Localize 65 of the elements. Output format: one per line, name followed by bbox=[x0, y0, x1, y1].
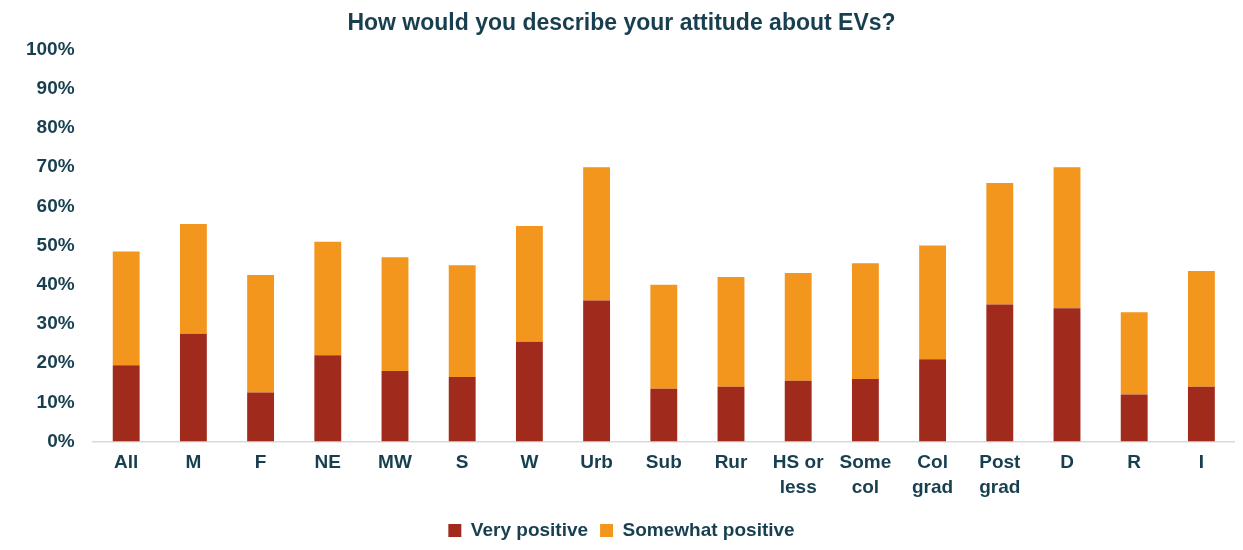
y-tick-label: 90% bbox=[36, 77, 75, 99]
bar bbox=[784, 273, 812, 381]
bar bbox=[1120, 394, 1148, 442]
bar bbox=[1187, 386, 1215, 442]
x-tick-label: F bbox=[254, 451, 267, 473]
bar bbox=[381, 257, 409, 372]
bar bbox=[381, 371, 409, 442]
bar bbox=[112, 365, 140, 442]
bar bbox=[247, 275, 275, 393]
y-tick-label: 60% bbox=[36, 194, 75, 216]
bar bbox=[717, 386, 745, 442]
bar bbox=[314, 241, 342, 356]
x-tick-label: Sub bbox=[645, 451, 682, 473]
legend-label: Somewhat positive bbox=[622, 518, 795, 540]
y-tick-label: 40% bbox=[36, 273, 75, 295]
y-tick-label: 10% bbox=[36, 390, 75, 412]
x-tick-label: All bbox=[114, 451, 139, 473]
x-tick-label: Some col bbox=[839, 451, 892, 497]
x-tick-label: Rur bbox=[714, 451, 748, 473]
bar bbox=[851, 263, 879, 379]
x-tick-label: Post grad bbox=[979, 451, 1022, 497]
x-tick-label: NE bbox=[314, 451, 341, 473]
bar bbox=[851, 378, 879, 442]
x-tick-label: S bbox=[455, 451, 469, 473]
x-tick-label: D bbox=[1060, 451, 1074, 473]
x-tick-label: Col grad bbox=[912, 451, 954, 497]
bar bbox=[247, 392, 275, 442]
bar bbox=[314, 355, 342, 442]
y-tick-label: 30% bbox=[36, 312, 75, 334]
x-tick-label: I bbox=[1198, 451, 1205, 473]
bar bbox=[1187, 271, 1215, 387]
bar bbox=[583, 300, 611, 442]
y-tick-label: 100% bbox=[25, 37, 75, 59]
y-tick-label: 0% bbox=[47, 429, 75, 451]
bar bbox=[717, 276, 745, 387]
bar bbox=[583, 167, 611, 301]
bar bbox=[112, 251, 140, 366]
bar bbox=[986, 182, 1014, 305]
y-tick-label: 20% bbox=[36, 351, 75, 373]
bar bbox=[1120, 312, 1148, 395]
y-tick-label: 50% bbox=[36, 233, 75, 255]
chart-title: How would you describe your attitude about EVs? bbox=[347, 9, 896, 36]
y-tick-label: 70% bbox=[36, 155, 75, 177]
bar bbox=[515, 341, 543, 442]
bar bbox=[919, 359, 947, 442]
bar bbox=[448, 265, 476, 377]
x-tick-label: MW bbox=[378, 451, 412, 473]
bar bbox=[515, 226, 543, 342]
bar bbox=[650, 284, 678, 389]
bar bbox=[448, 376, 476, 442]
x-tick-label: W bbox=[520, 451, 539, 473]
x-tick-label: Urb bbox=[580, 451, 613, 473]
bar bbox=[919, 245, 947, 360]
bar bbox=[1053, 167, 1081, 309]
legend-label: Very positive bbox=[470, 518, 589, 540]
x-tick-label: R bbox=[1127, 451, 1142, 473]
bar bbox=[179, 333, 207, 442]
bar bbox=[1053, 308, 1081, 442]
x-tick-label: M bbox=[185, 451, 202, 473]
bar bbox=[986, 304, 1014, 442]
x-tick-label: HS or less bbox=[772, 451, 825, 497]
bar bbox=[650, 388, 678, 442]
bar bbox=[179, 224, 207, 334]
bar bbox=[784, 380, 812, 442]
y-tick-label: 80% bbox=[36, 116, 75, 138]
